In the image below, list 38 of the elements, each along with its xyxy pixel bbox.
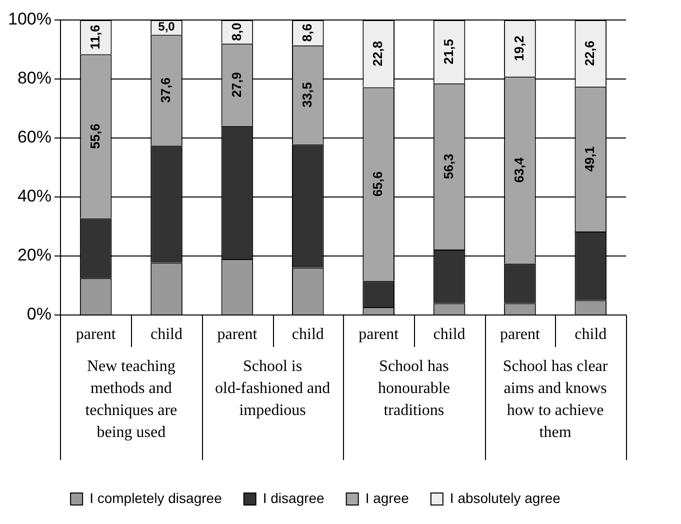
data-label: 22,8	[370, 40, 386, 66]
x-tick-label: child	[433, 326, 466, 343]
data-label: 56,3	[440, 154, 456, 180]
y-tick-label: 60%	[17, 128, 52, 147]
y-tick-label: 20%	[17, 246, 52, 265]
text: School is old-fashioned and impedious	[215, 358, 330, 420]
legend-label: I disagree	[262, 490, 325, 506]
x-tick-label: parent	[358, 326, 400, 343]
data-label: 63,4	[512, 156, 527, 183]
data-label: 65,6	[370, 171, 386, 197]
data-label: 22,6	[582, 40, 598, 66]
y-tick-label: 80%	[17, 68, 52, 88]
data-label: 11,6	[87, 24, 102, 50]
x-tick-label: child	[292, 326, 324, 343]
x-tick-label: child	[574, 326, 607, 343]
text: New teaching methods and techniques are being used	[85, 358, 178, 442]
data-label: 19,2	[512, 36, 527, 61]
data-label: 37,6	[158, 78, 174, 103]
text: School has honourable traditions	[378, 358, 450, 420]
data-label: 33,5	[299, 82, 314, 108]
data-label: 49,1	[582, 146, 598, 172]
data-label: 8,0	[228, 22, 244, 41]
y-tick-label: 100%	[8, 10, 52, 29]
data-label: 55,6	[87, 124, 102, 149]
y-tick-label: 40%	[17, 186, 52, 206]
x-tick-label: parent	[500, 326, 541, 343]
data-label: 5,0	[158, 20, 176, 34]
data-label: 21,5	[440, 39, 456, 64]
x-tick-label: parent	[76, 326, 116, 343]
legend-label: I agree	[365, 490, 410, 506]
y-tick-label: 0%	[26, 304, 52, 324]
x-tick-label: parent	[217, 326, 258, 343]
x-tick-label: child	[150, 326, 183, 343]
data-label: 8,6	[299, 24, 314, 42]
legend-label: I absolutely agree	[450, 490, 561, 506]
legend-label: I completely disagree	[90, 490, 222, 506]
data-label: 27,9	[228, 72, 244, 98]
text: School has clear aims and knows how to achieve them	[502, 358, 608, 442]
